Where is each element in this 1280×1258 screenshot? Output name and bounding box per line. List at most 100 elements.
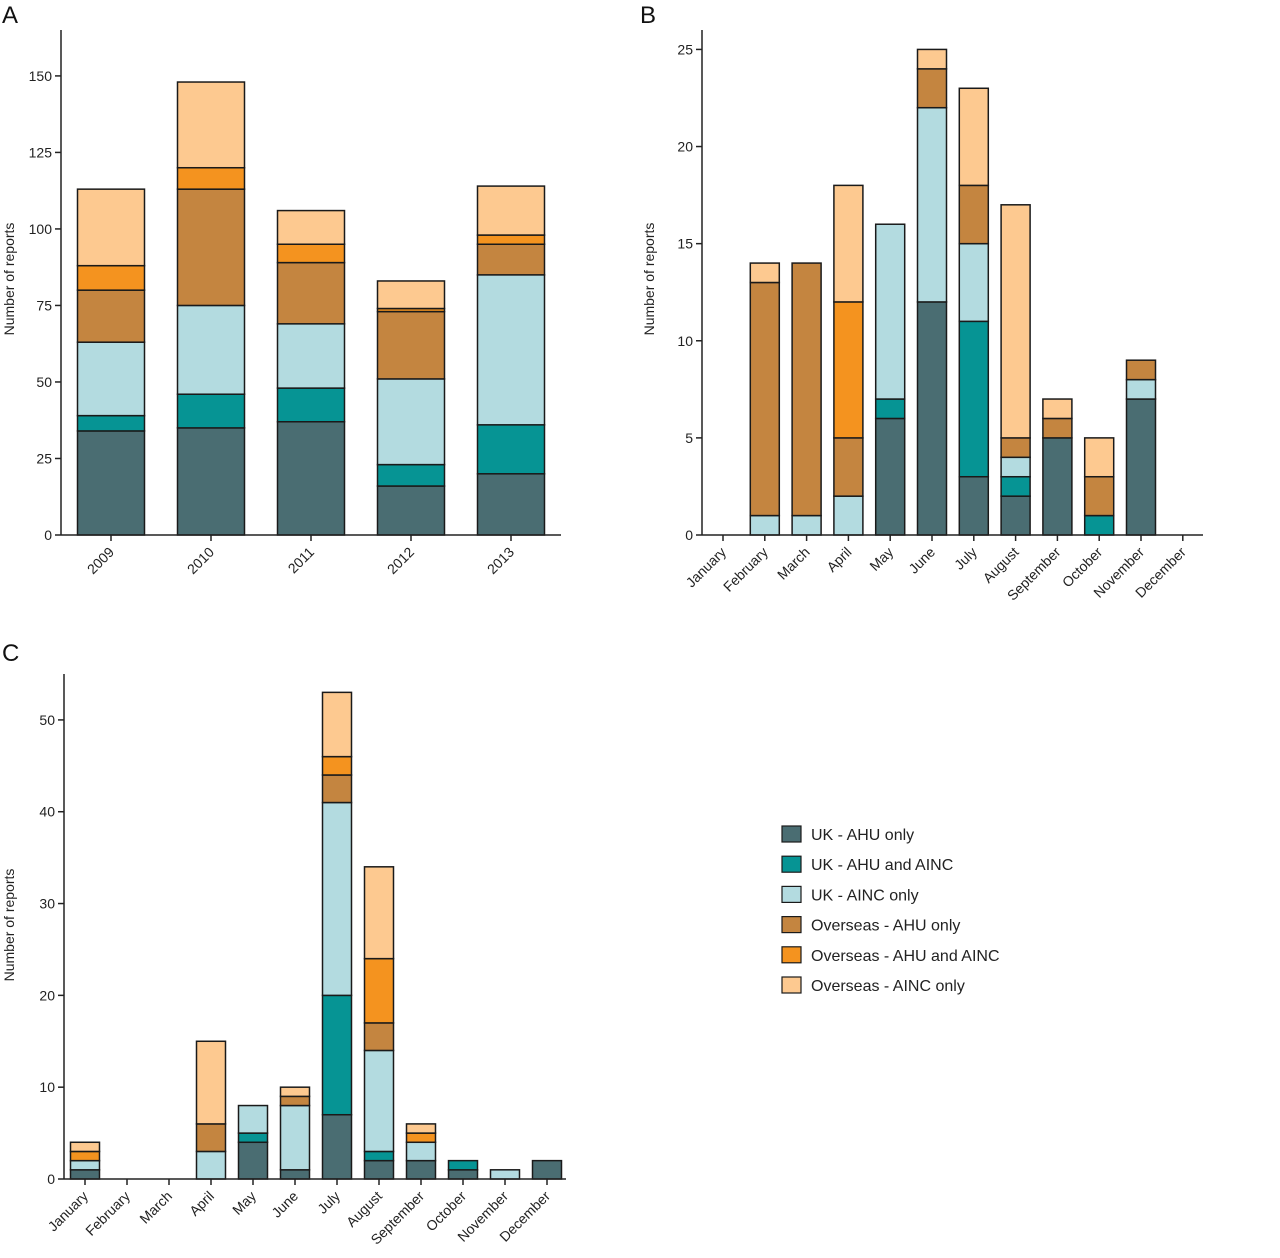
bar-segment-2012-uk-ahu-only	[376, 485, 446, 536]
x-tick-label: 2012	[384, 544, 417, 577]
legend-label-uk-ainc-only: UK - AINC only	[811, 887, 919, 904]
bar-segment-february-uk-ainc-only	[749, 514, 781, 536]
bar-segment-2013-overseas-ahu-only	[476, 243, 546, 276]
bar-segment-november-uk-ainc-only	[1125, 378, 1157, 400]
x-tick-label: March	[774, 544, 813, 583]
bar-segment-2013-uk-ahu-and-ainc	[476, 424, 546, 475]
bar-segment-2010-uk-ahu-and-ainc	[176, 393, 246, 429]
bar-segment-june-overseas-ainc-only	[916, 48, 948, 70]
x-tick-label: June	[268, 1188, 301, 1221]
y-tick-label: 50	[39, 712, 55, 728]
bar-segment-2013-overseas-ahu-and-ainc	[476, 234, 546, 245]
legend-swatch-uk-ainc-only	[781, 885, 802, 904]
x-tick-label: February	[82, 1188, 133, 1239]
bar-segment-2011-overseas-ahu-and-ainc	[276, 243, 346, 264]
bar-segment-2009-uk-ahu-and-ainc	[76, 414, 146, 432]
bar-segment-november-overseas-ahu-only	[1125, 359, 1157, 381]
bar-segment-2013-uk-ainc-only	[476, 274, 546, 426]
bar-segment-april-overseas-ahu-and-ainc	[833, 301, 864, 439]
y-tick-label: 5	[685, 430, 693, 446]
bar-segment-2010-uk-ainc-only	[176, 304, 246, 395]
bar-segment-july-uk-ahu-and-ainc	[958, 320, 990, 478]
bar-segment-september-overseas-ahu-only	[1042, 417, 1073, 439]
bar-segment-2011-overseas-ahu-only	[276, 261, 346, 325]
bar-segment-may-uk-ainc-only	[237, 1104, 269, 1134]
bar-segment-2009-uk-ainc-only	[76, 341, 146, 417]
x-tick-label: 2011	[285, 544, 318, 577]
legend-swatch-uk-ahu-and-ainc	[781, 855, 802, 873]
x-tick-label: April	[186, 1188, 217, 1219]
bar-segment-june-overseas-ahu-only	[916, 68, 948, 109]
y-tick-label: 40	[39, 804, 55, 820]
bar-segment-july-overseas-ainc-only	[958, 87, 990, 187]
bar-segment-may-uk-ahu-and-ainc	[237, 1132, 269, 1144]
bar-segment-august-overseas-ainc-only	[1000, 204, 1031, 439]
x-tick-label: 2010	[184, 544, 217, 577]
bar-segment-january-uk-ahu-only	[69, 1169, 101, 1180]
bar-segment-march-overseas-ahu-only	[791, 262, 822, 517]
legend: UK - AHU only UK - AHU and AINC UK - AINC …	[781, 825, 1000, 995]
bar-segment-october-uk-ahu-and-ainc	[447, 1159, 479, 1171]
bar-segment-2013-overseas-ainc-only	[476, 185, 546, 236]
bar-segment-february-overseas-ahu-only	[749, 281, 781, 517]
y-tick-label: 25	[677, 41, 693, 57]
bar-segment-2011-uk-ahu-and-ainc	[276, 387, 346, 423]
bar-segment-april-overseas-ahu-only	[833, 437, 864, 497]
bar-segment-september-uk-ainc-only	[405, 1141, 437, 1162]
bar-segment-july-overseas-ahu-only	[321, 774, 353, 804]
bar-segment-august-uk-ahu-and-ainc	[1000, 475, 1031, 497]
bar-segment-july-overseas-ahu-only	[958, 184, 990, 245]
y-tick-label: 75	[36, 297, 52, 313]
y-tick-label: 10	[39, 1079, 55, 1095]
bar-segment-august-uk-ahu-only	[363, 1159, 395, 1180]
bar-segment-august-uk-ahu-and-ainc	[363, 1150, 395, 1162]
y-tick-label: 25	[36, 450, 52, 466]
bar-segment-april-overseas-ainc-only	[195, 1040, 227, 1125]
panel-letter: C	[2, 640, 19, 667]
bar-segment-november-uk-ahu-only	[1125, 398, 1157, 536]
bar-segment-august-overseas-ahu-and-ainc	[363, 957, 395, 1024]
panel-letter: B	[640, 2, 656, 29]
bar-segment-2011-overseas-ainc-only	[276, 209, 346, 245]
y-tick-label: 100	[29, 221, 53, 237]
legend-label-uk-ahu-only: UK - AHU only	[811, 827, 914, 844]
bar-segment-2013-uk-ahu-only	[476, 473, 546, 536]
y-tick-label: 20	[39, 987, 55, 1003]
bar-segment-june-uk-ahu-only	[916, 301, 948, 536]
bar-segment-october-overseas-ainc-only	[1083, 437, 1115, 478]
y-tick-label: 0	[44, 527, 52, 543]
bar-segment-september-uk-ahu-only	[405, 1159, 437, 1180]
bar-segment-september-overseas-ainc-only	[1042, 398, 1073, 420]
bar-segment-july-overseas-ahu-and-ainc	[321, 755, 353, 776]
bar-segment-august-overseas-ahu-only	[363, 1022, 395, 1052]
y-tick-label: 30	[39, 896, 55, 912]
bar-segment-september-overseas-ahu-and-ainc	[405, 1132, 437, 1144]
bar-segment-july-uk-ainc-only	[958, 242, 990, 323]
x-tick-label: July	[314, 1188, 343, 1217]
bar-segment-2010-overseas-ahu-and-ainc	[176, 166, 246, 190]
bar-segment-2009-overseas-ainc-only	[76, 188, 146, 267]
legend-label-uk-ahu-and-ainc: UK - AHU and AINC	[811, 857, 953, 874]
y-axis-label: Number of reports	[1, 223, 17, 336]
legend-label-overseas-ahu-only: Overseas - AHU only	[811, 918, 960, 935]
y-axis-label: Number of reports	[1, 869, 17, 982]
x-tick-label: March	[136, 1188, 175, 1227]
x-tick-label: February	[720, 544, 771, 595]
y-tick-label: 125	[29, 144, 53, 160]
y-tick-label: 20	[677, 139, 693, 155]
bar-segment-july-uk-ahu-only	[958, 475, 990, 536]
bar-segment-june-uk-ahu-only	[279, 1169, 311, 1180]
bar-segment-2012-overseas-ainc-only	[376, 280, 446, 310]
x-tick-label: May	[229, 1188, 259, 1218]
bar-segment-september-uk-ahu-only	[1042, 437, 1073, 536]
bar-segment-february-overseas-ainc-only	[749, 262, 781, 284]
x-tick-label: July	[951, 544, 980, 573]
y-tick-label: 10	[677, 333, 693, 349]
bar-segment-october-uk-ahu-and-ainc	[1083, 514, 1115, 536]
bar-segment-may-uk-ainc-only	[874, 223, 906, 400]
bar-segment-april-uk-ainc-only	[833, 495, 864, 536]
legend-swatch-overseas-ahu-only	[781, 915, 802, 934]
bar-segment-november-uk-ainc-only	[489, 1169, 521, 1180]
bar-segment-august-overseas-ahu-only	[1000, 437, 1031, 459]
